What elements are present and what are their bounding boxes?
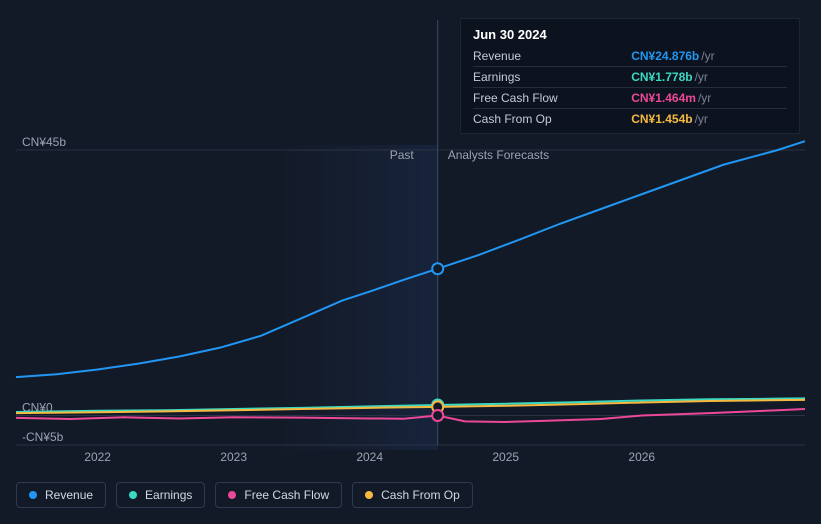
tooltip-row-label: Cash From Op bbox=[473, 109, 631, 130]
tooltip-row: EarningsCN¥1.778b/yr bbox=[473, 67, 787, 88]
x-axis-label: 2024 bbox=[356, 450, 383, 464]
legend-item-label: Revenue bbox=[45, 488, 93, 502]
legend-dot-icon bbox=[365, 491, 373, 499]
marker-revenue bbox=[432, 263, 443, 274]
tooltip-date: Jun 30 2024 bbox=[473, 27, 787, 42]
legend-item-label: Free Cash Flow bbox=[244, 488, 329, 502]
chart-tooltip: Jun 30 2024 RevenueCN¥24.876b/yrEarnings… bbox=[460, 18, 800, 134]
tooltip-row-value: CN¥1.454b/yr bbox=[631, 109, 787, 130]
legend-dot-icon bbox=[129, 491, 137, 499]
tooltip-row-label: Earnings bbox=[473, 67, 631, 88]
legend-item-label: Cash From Op bbox=[381, 488, 460, 502]
tooltip-row: RevenueCN¥24.876b/yr bbox=[473, 46, 787, 67]
tooltip-row-value: CN¥1.778b/yr bbox=[631, 67, 787, 88]
tooltip-row: Free Cash FlowCN¥1.464m/yr bbox=[473, 88, 787, 109]
chart-legend: Revenue Earnings Free Cash Flow Cash From O… bbox=[16, 482, 473, 508]
tooltip-table: RevenueCN¥24.876b/yrEarningsCN¥1.778b/yr… bbox=[473, 46, 787, 129]
y-axis-label: -CN¥5b bbox=[22, 430, 64, 444]
legend-item-fcf[interactable]: Free Cash Flow bbox=[215, 482, 342, 508]
x-axis-label: 2025 bbox=[492, 450, 519, 464]
legend-item-label: Earnings bbox=[145, 488, 192, 502]
legend-item-earnings[interactable]: Earnings bbox=[116, 482, 205, 508]
tooltip-row-value: CN¥1.464m/yr bbox=[631, 88, 787, 109]
legend-item-revenue[interactable]: Revenue bbox=[16, 482, 106, 508]
legend-item-cfo[interactable]: Cash From Op bbox=[352, 482, 473, 508]
forecast-label: Analysts Forecasts bbox=[448, 148, 549, 162]
x-axis-label: 2022 bbox=[84, 450, 111, 464]
tooltip-row: Cash From OpCN¥1.454b/yr bbox=[473, 109, 787, 130]
legend-dot-icon bbox=[29, 491, 37, 499]
tooltip-row-label: Revenue bbox=[473, 46, 631, 67]
marker-fcf bbox=[432, 410, 443, 421]
legend-dot-icon bbox=[228, 491, 236, 499]
x-axis-label: 2026 bbox=[628, 450, 655, 464]
tooltip-row-label: Free Cash Flow bbox=[473, 88, 631, 109]
y-axis-label: CN¥45b bbox=[22, 135, 66, 149]
tooltip-row-value: CN¥24.876b/yr bbox=[631, 46, 787, 67]
x-axis-label: 2023 bbox=[220, 450, 247, 464]
past-label: Past bbox=[390, 148, 415, 162]
